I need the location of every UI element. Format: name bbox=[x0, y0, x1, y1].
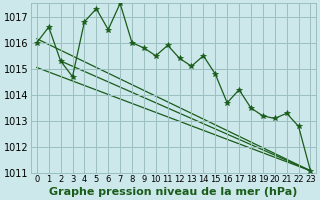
X-axis label: Graphe pression niveau de la mer (hPa): Graphe pression niveau de la mer (hPa) bbox=[50, 187, 298, 197]
